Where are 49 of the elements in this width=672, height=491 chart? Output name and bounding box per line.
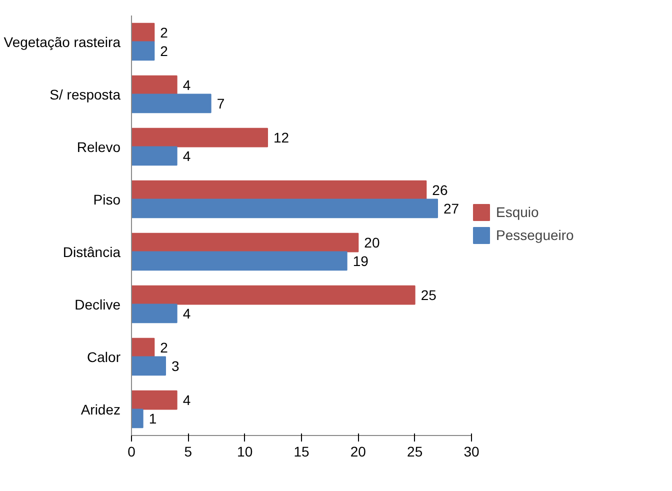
y-tick-label: Distância [62,244,121,260]
data-label: 3 [172,358,180,374]
data-label: 2 [160,42,168,59]
data-label: 4 [182,392,191,408]
bar [132,338,155,358]
bar [132,390,178,410]
data-label: 12 [274,130,290,146]
bar [132,22,155,42]
x-tick-label: 30 [464,444,480,460]
data-label: 7 [216,95,225,112]
data-label: 1 [148,410,157,426]
data-label: 27 [444,200,460,216]
data-label: 19 [352,252,369,269]
bar [132,251,348,271]
data-label: 2 [160,340,168,356]
y-tick-label: Vegetação rasteira [4,34,121,50]
x-tick-label: 5 [184,444,192,460]
data-label: 26 [432,182,448,198]
bar [132,304,178,324]
y-tick-label: S/ resposta [50,86,121,102]
data-label: 4 [182,77,191,94]
bar [132,198,438,218]
y-tick-label: Aridez [80,401,121,418]
y-tick-label: Relevo [76,138,121,155]
bar [132,146,178,166]
data-label: 4 [182,148,191,164]
legend-label: Esquio [496,204,539,220]
bar [132,408,144,428]
bar [132,94,212,114]
y-tick-label: Piso [93,191,121,208]
bar [132,232,359,252]
data-label: 4 [182,305,191,322]
bar [132,356,166,376]
bar [132,180,427,200]
bar [132,75,178,95]
y-tick-label: Calor [87,348,121,365]
y-tick-label: Declive [74,296,121,312]
bar [132,285,416,305]
bar [132,41,155,61]
x-tick-label: 15 [294,444,310,460]
data-label: 20 [364,234,380,251]
legend-label: Pessegueiro [496,227,574,243]
x-tick-label: 0 [128,444,136,460]
x-tick-label: 25 [407,444,423,460]
x-tick-label: 20 [350,444,366,460]
bar [132,128,268,148]
data-label: 2 [160,24,168,41]
x-tick-label: 10 [237,444,253,460]
data-label: 25 [420,287,437,304]
